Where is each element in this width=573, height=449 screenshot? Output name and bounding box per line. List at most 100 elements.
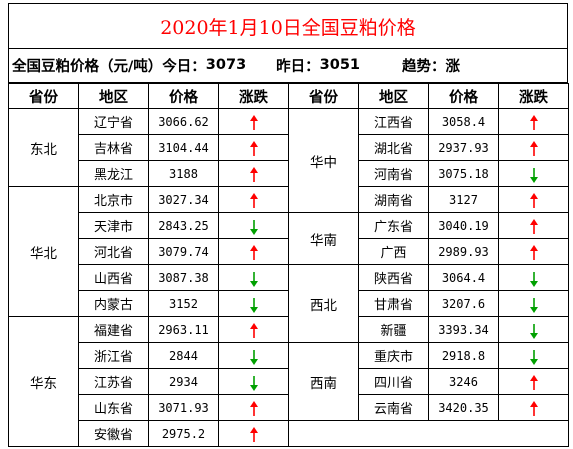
price-table: 省份 地区 价格 涨跌 省份 地区 价格 涨跌 东北 辽宁省 3066.62 华中 江西… [8,83,569,447]
right-province-cell: 湖南省 [358,186,429,213]
arrow-up-icon [249,400,258,416]
right-province-cell: 四川省 [358,368,429,395]
table-row: 天津市 2843.25 华南 广东省 3040.19 [9,212,569,265]
right-province-cell: 广西 [358,238,429,265]
table-row: 黑龙江 3188 河南省 3075.18 [9,160,569,187]
left-trend-cell [218,212,289,239]
left-province-cell: 浙江省 [78,342,149,369]
right-price-cell: 3064.4 [428,264,499,291]
right-region-cell: 华南 [288,212,359,265]
left-province-cell: 天津市 [78,212,149,239]
yesterday-value: 3051 [319,57,361,73]
left-province-cell: 安徽省 [78,420,149,447]
arrow-up-icon [529,244,538,260]
header-price: 价格 [428,83,499,109]
table-row: 安徽省 2975.2 [9,420,569,447]
left-price-cell: 2975.2 [148,420,219,447]
left-price-cell: 3087.38 [148,264,219,291]
today-value: 3073 [205,57,247,73]
left-trend-cell [218,290,289,317]
summary-row: 全国豆粕价格（元/吨） 今日： 3073 昨日： 3051 趋势： 涨 [8,48,568,83]
arrow-down-icon [529,271,538,287]
left-province-cell: 北京市 [78,186,149,213]
left-trend-cell [218,238,289,265]
left-province-cell: 福建省 [78,316,149,343]
trend-value: 涨 [445,58,461,75]
left-province-cell: 江苏省 [78,368,149,395]
right-province-cell: 陕西省 [358,264,429,291]
left-trend-cell [218,368,289,395]
right-price-cell: 3058.4 [428,108,499,135]
right-province-cell: 新疆 [358,316,429,343]
right-province-cell: 湖北省 [358,134,429,161]
arrow-down-icon [249,271,258,287]
left-region-cell: 华东 [8,316,79,447]
table-row: 浙江省 2844 西南 重庆市 2918.8 [9,342,569,421]
right-trend-cell [498,238,569,265]
arrow-down-icon [249,297,258,313]
right-region-cell: 西南 [288,342,359,421]
left-region-cell: 华北 [8,186,79,317]
right-price-cell: 3420.35 [428,394,499,421]
left-price-cell: 3152 [148,290,219,317]
header-change: 涨跌 [498,83,569,109]
left-trend-cell [218,394,289,421]
arrow-up-icon [529,218,538,234]
arrow-down-icon [529,349,538,365]
arrow-up-icon [529,192,538,208]
arrow-up-icon [249,166,258,182]
right-province-cell: 江西省 [358,108,429,135]
arrow-down-icon [529,297,538,313]
left-province-cell: 吉林省 [78,134,149,161]
right-price-cell: 2989.93 [428,238,499,265]
right-price-cell: 3040.19 [428,212,499,239]
left-price-cell: 2934 [148,368,219,395]
left-province-cell: 辽宁省 [78,108,149,135]
table-row: 江苏省 2934 四川省 3246 [9,368,569,395]
right-trend-cell [498,212,569,239]
right-trend-cell [498,316,569,343]
left-trend-cell [218,342,289,369]
left-region-cell: 东北 [8,108,79,187]
right-price-cell: 3246 [428,368,499,395]
left-province-cell: 山西省 [78,264,149,291]
header-change: 涨跌 [218,83,289,109]
arrow-up-icon [529,140,538,156]
trend-label: 趋势： [402,58,446,75]
table-row: 东北 辽宁省 3066.62 华中 江西省 3058.4 [8,108,569,213]
table-row: 河北省 3079.74 广西 2989.93 [9,238,569,265]
arrow-up-icon [529,374,538,390]
right-region-cell: 西北 [288,264,359,343]
arrow-up-icon [249,244,258,260]
left-trend-cell [218,160,289,187]
left-price-cell: 2963.11 [148,316,219,343]
right-province-cell: 河南省 [358,160,429,187]
arrow-down-icon [249,219,258,235]
right-price-cell: 2918.8 [428,342,499,369]
table-row: 山东省 3071.93 云南省 3420.35 [9,394,569,421]
today-label: 今日： [162,58,206,75]
left-trend-cell [218,316,289,343]
left-trend-cell [218,108,289,135]
right-price-cell: 3075.18 [428,160,499,187]
header-area: 地区 [358,83,429,109]
header-row: 省份 地区 价格 涨跌 省份 地区 价格 涨跌 [8,83,569,109]
arrow-up-icon [249,140,258,156]
left-province-cell: 山东省 [78,394,149,421]
right-province-cell: 重庆市 [358,342,429,369]
yesterday-label: 昨日： [276,58,320,75]
right-trend-cell [498,394,569,421]
right-province-cell: 广东省 [358,212,429,239]
arrow-down-icon [249,349,258,365]
right-province-cell: 云南省 [358,394,429,421]
left-province-cell: 河北省 [78,238,149,265]
table-row: 吉林省 3104.44 湖北省 2937.93 [9,134,569,161]
left-price-cell: 3188 [148,160,219,187]
table-row: 山西省 3087.38 西北 陕西省 3064.4 [9,264,569,343]
right-trend-cell [498,342,569,369]
left-price-cell: 2844 [148,342,219,369]
left-trend-cell [218,134,289,161]
right-price-cell: 3127 [428,186,499,213]
left-price-cell: 3066.62 [148,108,219,135]
left-price-cell: 3027.34 [148,186,219,213]
